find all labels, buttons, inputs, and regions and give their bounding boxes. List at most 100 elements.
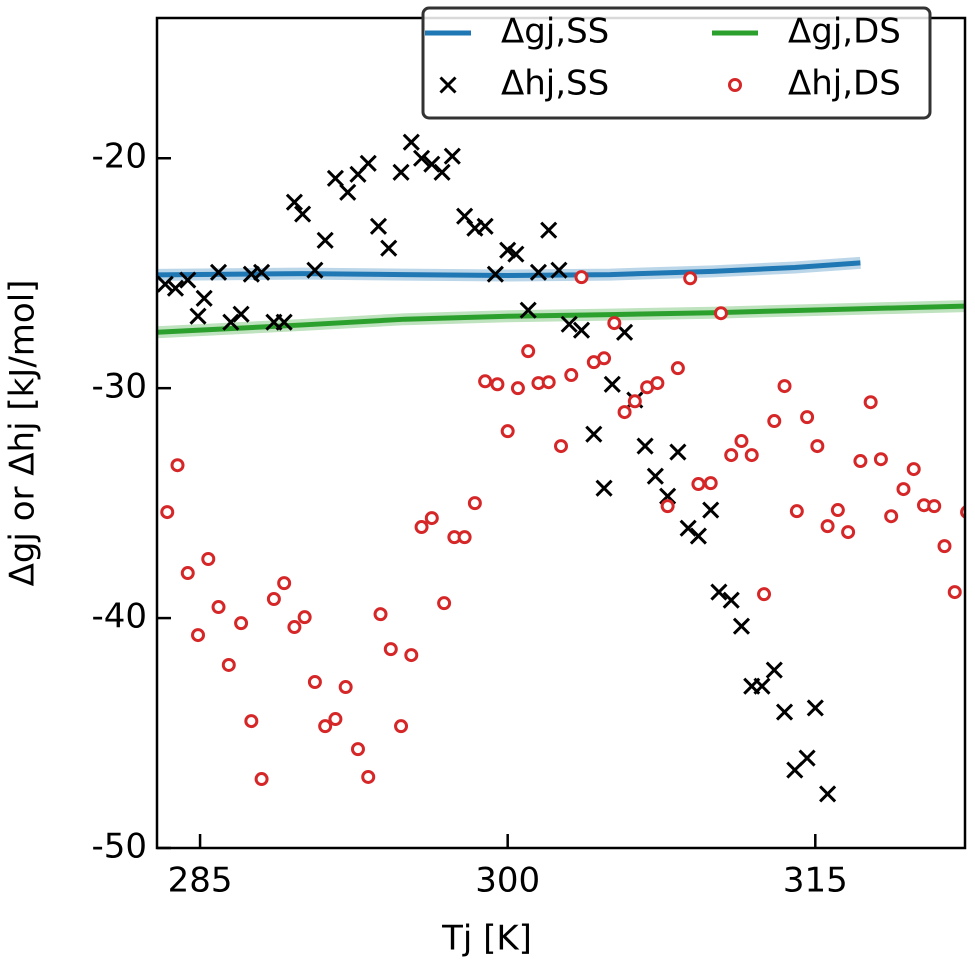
circle-marker xyxy=(597,351,612,366)
circle-marker xyxy=(927,499,942,514)
x-marker xyxy=(710,583,728,601)
x-marker xyxy=(189,307,207,325)
circle-marker xyxy=(510,381,525,396)
circle-marker xyxy=(500,424,515,439)
circle-marker xyxy=(244,714,259,729)
circle-marker xyxy=(757,587,772,602)
x-marker xyxy=(798,749,816,767)
x-marker xyxy=(529,263,548,281)
x-marker xyxy=(195,289,213,307)
circle-marker xyxy=(703,476,718,491)
x-marker xyxy=(294,205,312,223)
circle-marker xyxy=(478,374,493,389)
x-marker xyxy=(476,217,494,235)
circle-marker xyxy=(607,316,622,331)
x-marker xyxy=(689,527,707,545)
x-tick-label: 285 xyxy=(168,861,233,901)
x-marker xyxy=(646,467,664,485)
circle-marker xyxy=(467,496,482,511)
legend-swatch xyxy=(728,78,742,92)
circle-marker xyxy=(830,503,845,518)
x-marker xyxy=(572,321,591,339)
circle-marker xyxy=(338,680,353,695)
circle-marker xyxy=(170,458,185,473)
circle-marker xyxy=(691,477,706,492)
x-marker xyxy=(157,275,174,293)
x-marker xyxy=(412,149,431,167)
x-marker xyxy=(765,661,783,679)
x-marker xyxy=(369,217,388,235)
circle-marker xyxy=(437,596,452,611)
circle-marker xyxy=(896,482,911,497)
x-marker xyxy=(722,591,740,609)
circle-marker xyxy=(884,509,899,524)
x-marker xyxy=(702,501,720,519)
legend-label: Δhj,SS xyxy=(501,64,609,104)
x-marker xyxy=(423,155,441,173)
circle-marker xyxy=(191,628,206,643)
legend-label: Δgj,DS xyxy=(788,12,901,52)
x-marker xyxy=(519,301,537,319)
x-marker xyxy=(486,265,504,283)
circle-marker xyxy=(670,361,685,376)
circle-marker xyxy=(277,576,292,591)
legend-swatch xyxy=(439,76,457,94)
circle-marker xyxy=(211,600,226,615)
circle-marker xyxy=(617,405,632,420)
x-marker xyxy=(380,239,398,257)
circle-marker xyxy=(574,270,589,285)
circle-marker xyxy=(820,519,835,534)
y-tick-label: -30 xyxy=(91,367,147,407)
x-marker xyxy=(232,305,250,323)
x-marker xyxy=(636,437,654,455)
circle-marker xyxy=(853,454,868,469)
x-marker xyxy=(306,261,324,279)
circle-marker xyxy=(777,379,792,394)
circle-marker xyxy=(160,505,175,520)
y-tick-label: -50 xyxy=(91,827,147,867)
legend-label: Δgj,SS xyxy=(501,12,609,52)
x-marker xyxy=(550,261,568,279)
x-marker xyxy=(433,163,451,181)
x-marker xyxy=(359,154,377,172)
circle-marker xyxy=(201,551,216,566)
circle-marker xyxy=(414,520,429,535)
x-tick-label: 300 xyxy=(475,861,540,901)
circle-marker xyxy=(424,511,439,526)
x-marker xyxy=(679,519,697,537)
circle-marker xyxy=(724,448,739,463)
circle-marker xyxy=(734,434,749,449)
y-axis-label: Δgj or Δhj [kJ/mol] xyxy=(3,280,43,587)
x-marker xyxy=(209,263,228,281)
circle-marker xyxy=(800,410,815,425)
circle-marker xyxy=(937,539,952,554)
legend-label: Δhj,DS xyxy=(788,64,901,104)
x-marker xyxy=(540,221,558,239)
x-marker xyxy=(443,147,461,165)
circle-marker xyxy=(457,530,472,545)
circle-marker xyxy=(287,620,302,635)
x-marker xyxy=(392,163,410,181)
circle-marker xyxy=(254,772,269,787)
circle-marker xyxy=(564,368,579,383)
x-marker xyxy=(285,193,303,211)
x-marker xyxy=(732,617,751,635)
x-marker xyxy=(253,263,271,281)
circle-marker xyxy=(810,439,825,454)
circle-marker xyxy=(873,452,888,467)
x-marker xyxy=(806,699,824,717)
x-marker xyxy=(179,271,197,289)
circle-marker xyxy=(373,607,388,622)
circle-marker xyxy=(404,648,419,663)
circle-marker xyxy=(744,448,759,463)
circle-marker xyxy=(960,505,965,519)
circle-marker xyxy=(541,375,556,390)
x-marker xyxy=(775,703,794,721)
circle-marker xyxy=(307,675,322,689)
x-marker xyxy=(603,375,621,393)
circle-marker xyxy=(328,712,343,727)
x-marker xyxy=(166,279,185,297)
circle-marker xyxy=(906,462,921,477)
x-marker xyxy=(402,133,420,151)
